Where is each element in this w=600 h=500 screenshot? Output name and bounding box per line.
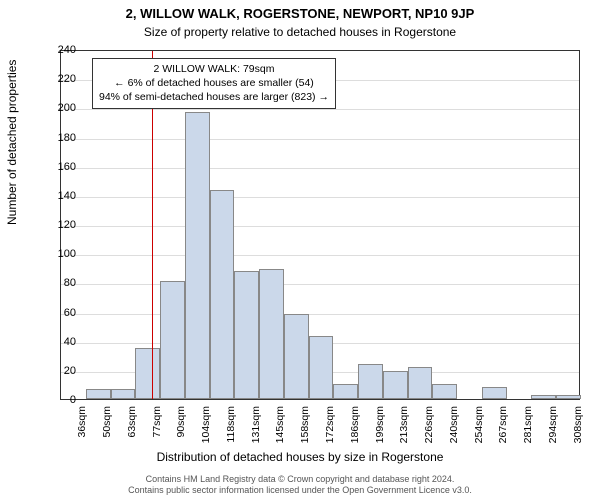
callout-line1: 2 WILLOW WALK: 79sqm — [99, 62, 329, 76]
x-tick-label: 131sqm — [250, 406, 262, 456]
histogram-bar — [284, 314, 309, 399]
attribution-line2: Contains public sector information licen… — [0, 485, 600, 496]
x-axis-label: Distribution of detached houses by size … — [0, 450, 600, 464]
grid-line — [61, 109, 579, 110]
grid-line — [61, 139, 579, 140]
y-axis-label: Number of detached properties — [5, 60, 19, 225]
y-tick-label: 160 — [36, 161, 76, 173]
x-tick-label: 63sqm — [126, 406, 138, 456]
histogram-bar — [185, 112, 210, 399]
attribution-line1: Contains HM Land Registry data © Crown c… — [0, 474, 600, 485]
chart-subtitle: Size of property relative to detached ho… — [0, 21, 600, 39]
x-tick-label: 226sqm — [423, 406, 435, 456]
histogram-bar — [135, 348, 160, 399]
histogram-bar — [234, 271, 259, 399]
y-tick-label: 140 — [36, 190, 76, 202]
y-tick-label: 40 — [36, 336, 76, 348]
y-tick-label: 120 — [36, 219, 76, 231]
callout-line2: ← 6% of detached houses are smaller (54) — [99, 76, 329, 90]
y-tick-label: 200 — [36, 102, 76, 114]
x-tick-label: 267sqm — [497, 406, 509, 456]
x-tick-label: 186sqm — [349, 406, 361, 456]
y-tick-label: 80 — [36, 277, 76, 289]
histogram-bar — [333, 384, 358, 399]
histogram-bar — [408, 367, 433, 399]
callout-box: 2 WILLOW WALK: 79sqm ← 6% of detached ho… — [92, 58, 336, 109]
y-tick-label: 60 — [36, 307, 76, 319]
histogram-bar — [86, 389, 111, 399]
grid-line — [61, 314, 579, 315]
x-tick-label: 172sqm — [324, 406, 336, 456]
grid-line — [61, 226, 579, 227]
histogram-bar — [210, 190, 235, 399]
histogram-bar — [383, 371, 408, 399]
x-tick-label: 158sqm — [299, 406, 311, 456]
attribution: Contains HM Land Registry data © Crown c… — [0, 474, 600, 497]
y-tick-label: 220 — [36, 73, 76, 85]
x-tick-label: 145sqm — [274, 406, 286, 456]
y-tick-label: 180 — [36, 132, 76, 144]
y-tick-label: 100 — [36, 248, 76, 260]
grid-line — [61, 255, 579, 256]
y-tick-label: 0 — [36, 394, 76, 406]
x-tick-label: 254sqm — [473, 406, 485, 456]
grid-line — [61, 168, 579, 169]
histogram-bar — [482, 387, 507, 399]
x-tick-label: 308sqm — [572, 406, 584, 456]
y-tick-label: 240 — [36, 44, 76, 56]
x-tick-label: 213sqm — [398, 406, 410, 456]
histogram-bar — [160, 281, 185, 399]
grid-line — [61, 284, 579, 285]
x-tick-label: 104sqm — [200, 406, 212, 456]
histogram-bar — [531, 395, 556, 399]
chart-container: 2, WILLOW WALK, ROGERSTONE, NEWPORT, NP1… — [0, 0, 600, 500]
x-tick-label: 90sqm — [175, 406, 187, 456]
x-tick-label: 199sqm — [374, 406, 386, 456]
x-tick-label: 50sqm — [101, 406, 113, 456]
histogram-bar — [556, 395, 581, 399]
callout-line3: 94% of semi-detached houses are larger (… — [99, 90, 329, 104]
chart-area: 2 WILLOW WALK: 79sqm ← 6% of detached ho… — [60, 50, 580, 400]
x-tick-label: 281sqm — [522, 406, 534, 456]
histogram-bar — [111, 389, 136, 399]
x-tick-label: 36sqm — [76, 406, 88, 456]
x-tick-label: 294sqm — [547, 406, 559, 456]
histogram-bar — [309, 336, 334, 399]
chart-title: 2, WILLOW WALK, ROGERSTONE, NEWPORT, NP1… — [0, 0, 600, 21]
x-tick-label: 118sqm — [225, 406, 237, 456]
histogram-bar — [259, 269, 284, 399]
grid-line — [61, 197, 579, 198]
histogram-bar — [432, 384, 457, 399]
x-tick-label: 77sqm — [151, 406, 163, 456]
x-tick-label: 240sqm — [448, 406, 460, 456]
y-tick-label: 20 — [36, 365, 76, 377]
histogram-bar — [358, 364, 383, 399]
